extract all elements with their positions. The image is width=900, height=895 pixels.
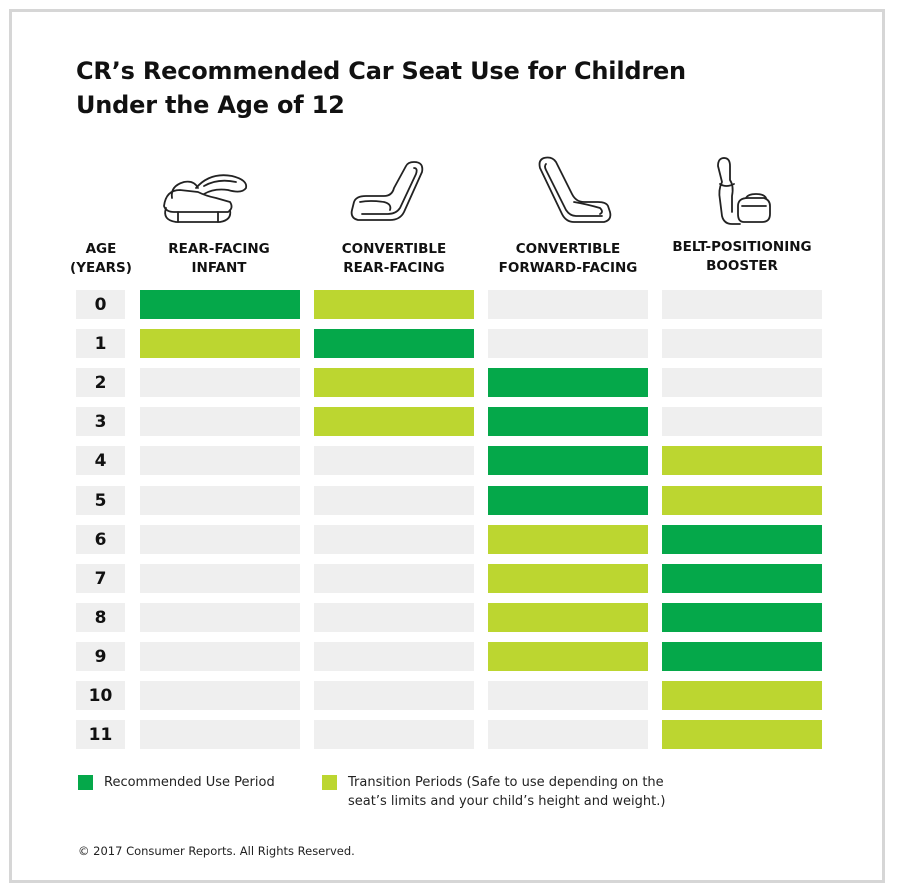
empty-cell — [314, 720, 474, 749]
empty-cell — [488, 681, 648, 710]
recommended-bar — [662, 564, 822, 593]
empty-cell — [314, 642, 474, 671]
transition-bar — [488, 525, 648, 554]
transition-bar — [662, 486, 822, 515]
empty-cell — [662, 290, 822, 319]
legend-transition-swatch — [322, 775, 337, 790]
empty-cell — [140, 603, 300, 632]
recommended-bar — [488, 446, 648, 475]
column-header-line-1: CONVERTIBLE — [341, 241, 447, 257]
recommended-bar — [488, 368, 648, 397]
column-header-line-1: REAR-FACING — [168, 241, 270, 257]
legend-recommended-swatch — [78, 775, 93, 790]
age-label: 8 — [76, 603, 125, 632]
empty-cell — [488, 720, 648, 749]
empty-cell — [488, 290, 648, 319]
transition-bar — [488, 564, 648, 593]
recommended-bar — [662, 525, 822, 554]
age-header-line-1: AGE — [85, 241, 117, 257]
column-header-belt-positioning-booster: BELT-POSITIONING BOOSTER — [646, 238, 838, 276]
empty-cell — [140, 720, 300, 749]
column-header-line-1: BELT-POSITIONING — [672, 239, 812, 255]
recommended-bar — [488, 407, 648, 436]
empty-cell — [314, 603, 474, 632]
chart-title: CR’s Recommended Car Seat Use for Childr… — [76, 54, 836, 122]
legend-recommended-text: Recommended Use Period — [104, 775, 275, 790]
empty-cell — [662, 329, 822, 358]
column-header-line-2: REAR-FACING — [343, 260, 445, 276]
empty-cell — [140, 486, 300, 515]
title-line-1: CR’s Recommended Car Seat Use for Childr… — [76, 57, 686, 85]
empty-cell — [140, 681, 300, 710]
transition-bar — [662, 720, 822, 749]
age-label: 4 — [76, 446, 125, 475]
age-label: 10 — [76, 681, 125, 710]
column-header-convertible-forward-facing: CONVERTIBLE FORWARD-FACING — [478, 240, 658, 278]
age-label: 7 — [76, 564, 125, 593]
empty-cell — [140, 525, 300, 554]
transition-bar — [488, 603, 648, 632]
empty-cell — [140, 564, 300, 593]
empty-cell — [662, 368, 822, 397]
column-header-line-2: INFANT — [191, 260, 247, 276]
empty-cell — [314, 564, 474, 593]
age-label: 0 — [76, 290, 125, 319]
recommended-bar — [140, 290, 300, 319]
empty-cell — [140, 642, 300, 671]
copyright-footer: © 2017 Consumer Reports. All Rights Rese… — [78, 844, 355, 858]
column-header-convertible-rear-facing: CONVERTIBLE REAR-FACING — [304, 240, 484, 278]
title-line-2: Under the Age of 12 — [76, 91, 345, 119]
column-header-line-2: BOOSTER — [706, 258, 778, 274]
column-header-rear-facing-infant: REAR-FACING INFANT — [129, 240, 309, 278]
recommended-bar — [488, 486, 648, 515]
empty-cell — [140, 446, 300, 475]
empty-cell — [662, 407, 822, 436]
infant-carrier-icon — [163, 174, 248, 223]
age-column-header: AGE (YEARS) — [66, 240, 136, 278]
transition-bar — [662, 681, 822, 710]
age-label: 5 — [76, 486, 125, 515]
recommended-bar — [662, 603, 822, 632]
empty-cell — [140, 407, 300, 436]
booster-seat-icon — [717, 157, 771, 225]
empty-cell — [314, 525, 474, 554]
convertible-rear-facing-seat-icon — [350, 161, 424, 221]
transition-bar — [314, 368, 474, 397]
age-label: 9 — [76, 642, 125, 671]
empty-cell — [488, 329, 648, 358]
age-label: 3 — [76, 407, 125, 436]
age-label: 6 — [76, 525, 125, 554]
transition-bar — [662, 446, 822, 475]
transition-bar — [488, 642, 648, 671]
empty-cell — [314, 486, 474, 515]
empty-cell — [314, 681, 474, 710]
transition-bar — [314, 407, 474, 436]
recommended-bar — [314, 329, 474, 358]
legend-transition-line-1: Transition Periods (Safe to use dependin… — [348, 775, 664, 790]
age-label: 11 — [76, 720, 125, 749]
empty-cell — [314, 446, 474, 475]
legend-recommended-label: Recommended Use Period — [104, 773, 275, 792]
legend-transition-label: Transition Periods (Safe to use dependin… — [348, 773, 665, 811]
recommended-bar — [662, 642, 822, 671]
age-label: 1 — [76, 329, 125, 358]
legend-transition-line-2: seat’s limits and your child’s height an… — [348, 794, 666, 809]
convertible-forward-facing-seat-icon — [538, 156, 612, 223]
column-header-line-2: FORWARD-FACING — [498, 260, 638, 276]
transition-bar — [314, 290, 474, 319]
empty-cell — [140, 368, 300, 397]
column-header-line-1: CONVERTIBLE — [515, 241, 621, 257]
age-header-line-2: (YEARS) — [70, 260, 132, 276]
age-label: 2 — [76, 368, 125, 397]
transition-bar — [140, 329, 300, 358]
